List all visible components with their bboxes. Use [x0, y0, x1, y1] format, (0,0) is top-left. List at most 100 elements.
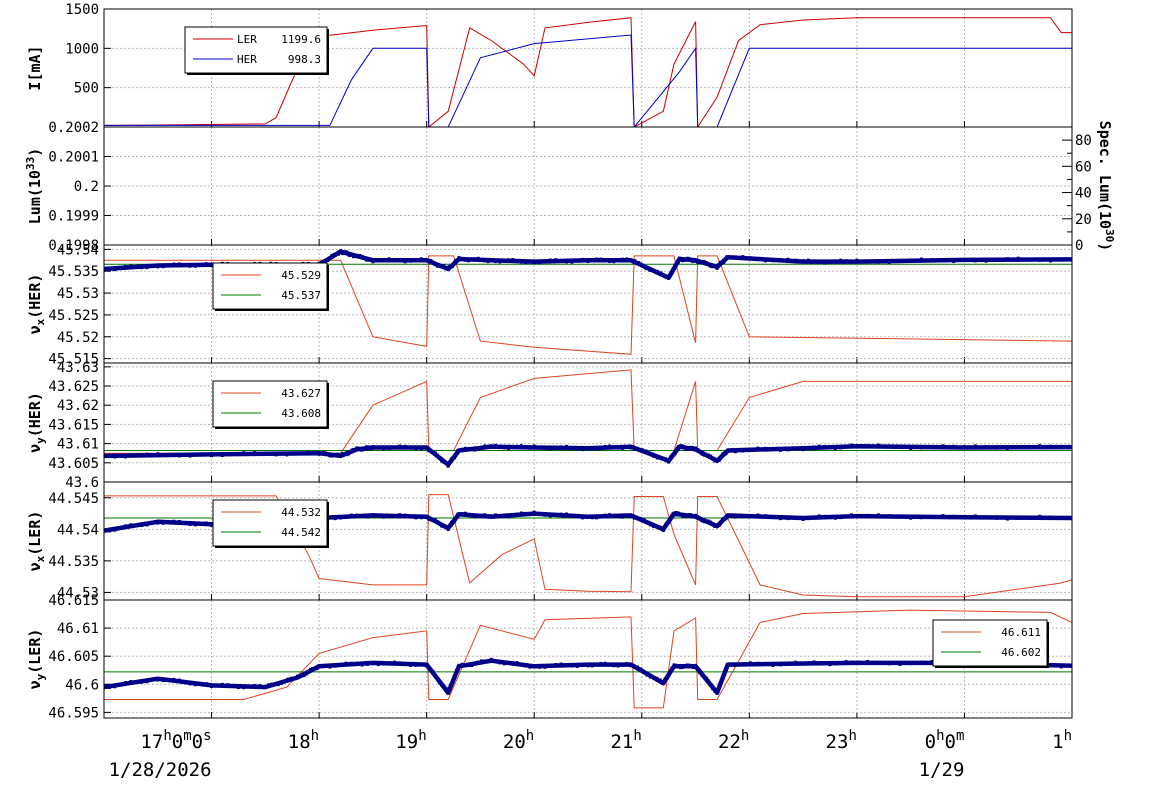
y-tick-label: 44.535 [48, 554, 99, 570]
series-dot [453, 456, 457, 460]
series-dot [839, 258, 843, 262]
series-dot [817, 661, 821, 665]
series-dot [1016, 446, 1020, 450]
x-date-label: 1/28/2026 [109, 759, 212, 781]
series-dot [640, 448, 644, 452]
series-dot [642, 670, 646, 674]
series-dot [844, 660, 848, 664]
y-tick-label: 45.54 [57, 242, 99, 258]
series-dot [719, 678, 723, 682]
series-dot [603, 445, 607, 449]
series-dot [427, 258, 431, 262]
series-dot [124, 455, 128, 459]
y2-tick-label: 40 [1075, 186, 1092, 202]
series-dot [172, 677, 176, 681]
series-dot [454, 517, 458, 521]
series-dot [392, 258, 396, 262]
series-dot [648, 452, 652, 456]
series-line [104, 255, 1072, 355]
series-dot [519, 260, 523, 264]
series-dot [828, 260, 832, 264]
series-dot [494, 513, 498, 517]
series-dot [476, 256, 480, 260]
series-dot [349, 661, 353, 665]
y-tick-label: 45.535 [48, 264, 99, 280]
series-dot [440, 264, 444, 268]
series-dot [328, 454, 332, 458]
series-dot [763, 259, 767, 263]
series-dot [183, 680, 187, 684]
series-dot [682, 446, 686, 450]
series-dot [483, 259, 487, 263]
series-dot [355, 662, 359, 666]
legend-box [212, 499, 328, 547]
series-dot [193, 523, 197, 527]
series-dot [457, 449, 461, 453]
series-dot [713, 689, 717, 693]
series-dot [107, 529, 111, 533]
series-dot [866, 513, 870, 517]
series-dot [306, 670, 310, 674]
series-dot [296, 452, 300, 456]
series-dot [204, 262, 208, 266]
legend-name: LER [237, 33, 257, 46]
series-dot [690, 445, 694, 449]
series-dot [336, 452, 340, 456]
series-dot [442, 264, 446, 268]
series-dot [543, 259, 547, 263]
y-tick-label: 0.1999 [48, 209, 99, 225]
series-dot [398, 661, 402, 665]
series-dot [431, 670, 435, 674]
series-dot [696, 515, 700, 519]
series-dot [356, 254, 360, 258]
series-dot [711, 687, 715, 691]
series-dot [204, 682, 208, 686]
series-dot [794, 258, 798, 262]
series-dot [1027, 257, 1031, 261]
series-dot [473, 662, 477, 666]
series-dot [671, 666, 675, 670]
series-dot [376, 259, 380, 263]
series-dot [876, 443, 880, 447]
series-dot [403, 444, 407, 448]
y-tick-label: 43.6 [65, 475, 99, 491]
series-dot [909, 662, 913, 666]
series-dot [661, 529, 665, 533]
series-dot [328, 665, 332, 669]
series-dot [355, 446, 359, 450]
series-dot [220, 682, 224, 686]
series-dot [129, 680, 133, 684]
series-dot [150, 264, 154, 268]
series-dot [360, 255, 364, 259]
series-dot [748, 447, 752, 451]
series-dot [403, 662, 407, 666]
series-dot [669, 516, 673, 520]
series-dot [833, 259, 837, 263]
series-dot [648, 268, 652, 272]
series-dot [681, 665, 685, 669]
series-dot [124, 524, 128, 528]
series-dot [409, 259, 413, 263]
series-dot [279, 682, 283, 686]
series-dot [706, 679, 710, 683]
series-dot [444, 686, 448, 690]
series-dot [570, 445, 574, 449]
series-dot [403, 513, 407, 517]
series-dot [322, 665, 326, 669]
series-dot [364, 445, 368, 449]
panel-4: 43.6 43.605 43.61 43.615 43.62 43.625 43.63 νy(… [26, 360, 1073, 491]
series-dot [134, 523, 138, 527]
series-dot [763, 663, 767, 667]
series-dot [345, 453, 349, 457]
series-dot [678, 666, 682, 670]
series-dot [371, 513, 375, 517]
series-dot [711, 522, 715, 526]
series-line [104, 494, 1072, 598]
series-dot [528, 513, 532, 517]
series-dot [612, 445, 616, 449]
series-dot [263, 685, 267, 689]
series-dot [304, 672, 308, 676]
series-dot [361, 448, 365, 452]
series-dot [306, 450, 310, 454]
y-tick-label: 500 [74, 81, 99, 97]
